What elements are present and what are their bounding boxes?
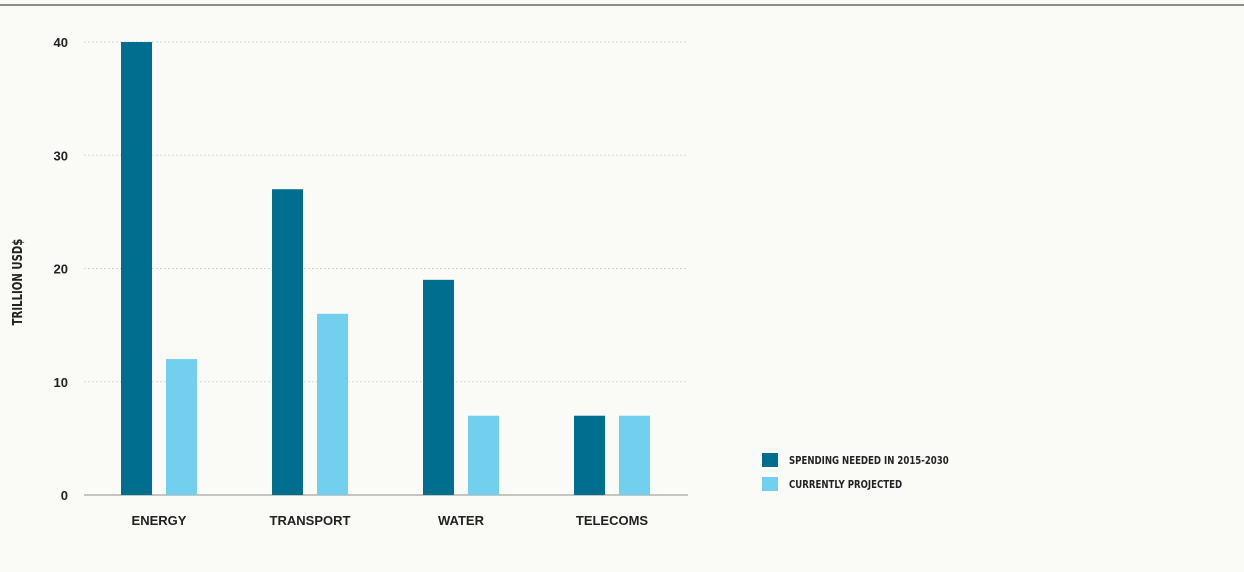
- legend-swatch: [762, 453, 778, 467]
- bar-transport-series-2: [317, 313, 348, 495]
- y-tick-label: 30: [54, 148, 68, 163]
- bar-water-series-1: [423, 279, 454, 495]
- y-tick-label: 20: [54, 262, 68, 277]
- y-axis-label: TRILLION USD$: [10, 239, 26, 326]
- y-tick-label: 40: [54, 35, 68, 50]
- y-axis-ticks: 0 10 20 30 40: [54, 35, 68, 503]
- bar-energy-series-2: [166, 359, 197, 495]
- legend-label: SPENDING NEEDED IN 2015-2030: [789, 453, 949, 467]
- legend-label: CURRENTLY PROJECTED: [789, 477, 903, 491]
- legend-item: CURRENTLY PROJECTED: [762, 476, 994, 492]
- bars: [121, 42, 650, 495]
- legend-item: SPENDING NEEDED IN 2015-2030: [762, 452, 994, 468]
- bar-energy-series-1: [121, 42, 152, 495]
- x-category-label: TELECOMS: [576, 513, 649, 528]
- bar-water-series-2: [468, 415, 499, 495]
- x-category-label: ENERGY: [132, 513, 187, 528]
- legend-swatch: [762, 477, 778, 491]
- y-tick-label: 10: [54, 375, 68, 390]
- legend: SPENDING NEEDED IN 2015-2030 CURRENTLY PR…: [762, 452, 994, 500]
- y-tick-label: 0: [61, 488, 68, 503]
- top-rule: [0, 4, 1244, 6]
- bar-telecoms-series-2: [619, 415, 650, 495]
- bar-telecoms-series-1: [574, 415, 605, 495]
- x-category-label: WATER: [438, 513, 485, 528]
- bar-transport-series-1: [272, 189, 303, 495]
- x-category-label: TRANSPORT: [270, 513, 351, 528]
- x-axis-categories: ENERGY TRANSPORT WATER TELECOMS: [132, 513, 649, 528]
